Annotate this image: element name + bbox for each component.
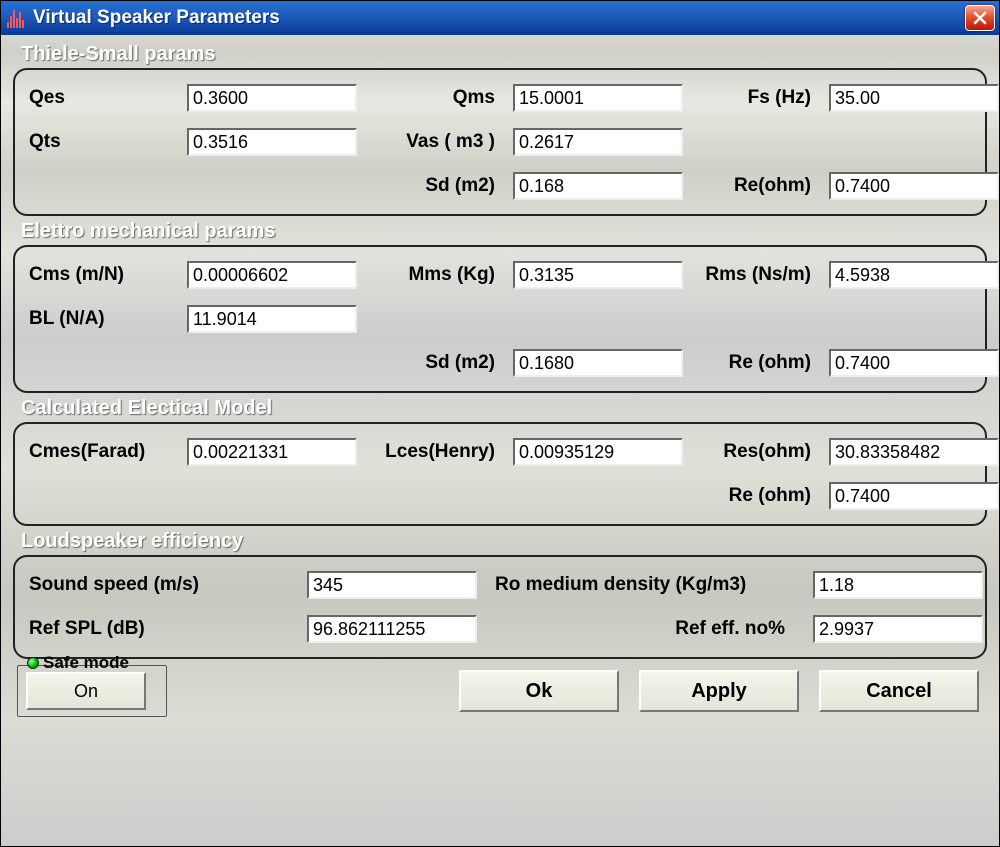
close-button[interactable]: [965, 5, 995, 31]
label-re3: Re (ohm): [691, 485, 821, 507]
input-speed[interactable]: [307, 571, 477, 599]
label-cmes: Cmes(Farad): [29, 441, 179, 463]
label-effn: Ref eff. no%: [495, 618, 795, 640]
input-ro[interactable]: [813, 571, 983, 599]
label-res: Res(ohm): [691, 441, 821, 463]
group-eff: Sound speed (m/s) Ro medium density (Kg/…: [13, 555, 987, 659]
label-sd2: Sd (m2): [365, 352, 505, 374]
input-cmes[interactable]: [187, 438, 357, 466]
dialog-body: Thiele-Small params Qes Qms Fs (Hz) Qts …: [1, 35, 999, 846]
group-thiele: Qes Qms Fs (Hz) Qts Vas ( m3 ) Sd (m2) R…: [13, 68, 987, 216]
close-icon: [973, 11, 987, 25]
section-title-eff: Loudspeaker efficiency: [21, 530, 987, 553]
window: Virtual Speaker Parameters Thiele-Small …: [0, 0, 1000, 847]
input-cms[interactable]: [187, 261, 357, 289]
label-vas: Vas ( m3 ): [365, 131, 505, 153]
label-qes: Qes: [29, 87, 179, 109]
label-ro: Ro medium density (Kg/m3): [495, 574, 795, 596]
safe-mode-button[interactable]: On: [26, 672, 146, 710]
input-mms[interactable]: [513, 261, 683, 289]
apply-button[interactable]: Apply: [639, 670, 799, 712]
label-fs: Fs (Hz): [691, 87, 821, 109]
input-re[interactable]: [829, 172, 999, 200]
app-icon: [7, 8, 27, 28]
input-lces[interactable]: [513, 438, 683, 466]
titlebar: Virtual Speaker Parameters: [1, 1, 999, 35]
input-effn[interactable]: [813, 615, 983, 643]
input-fs[interactable]: [829, 84, 999, 112]
safe-mode-box: Safe mode On: [17, 665, 167, 717]
input-rms[interactable]: [829, 261, 999, 289]
label-cms: Cms (m/N): [29, 264, 179, 286]
ok-button[interactable]: Ok: [459, 670, 619, 712]
group-emech: Cms (m/N) Mms (Kg) Rms (Ns/m) BL (N/A) S…: [13, 245, 987, 393]
led-icon: [27, 657, 39, 669]
label-lces: Lces(Henry): [365, 441, 505, 463]
input-re2[interactable]: [829, 349, 999, 377]
input-re3[interactable]: [829, 482, 999, 510]
section-title-thiele: Thiele-Small params: [21, 43, 987, 66]
input-bl[interactable]: [187, 305, 357, 333]
section-title-emech: Elettro mechanical params: [21, 220, 987, 243]
window-title: Virtual Speaker Parameters: [33, 7, 965, 29]
input-vas[interactable]: [513, 128, 683, 156]
input-qts[interactable]: [187, 128, 357, 156]
input-sd2[interactable]: [513, 349, 683, 377]
input-qes[interactable]: [187, 84, 357, 112]
cancel-button[interactable]: Cancel: [819, 670, 979, 712]
input-sd[interactable]: [513, 172, 683, 200]
section-title-calc: Calculated Electical Model: [21, 397, 987, 420]
label-qms: Qms: [365, 87, 505, 109]
label-re: Re(ohm): [691, 175, 821, 197]
group-calc: Cmes(Farad) Lces(Henry) Res(ohm) Re (ohm…: [13, 422, 987, 526]
input-qms[interactable]: [513, 84, 683, 112]
input-spl[interactable]: [307, 615, 477, 643]
label-re2: Re (ohm): [691, 352, 821, 374]
label-rms: Rms (Ns/m): [691, 264, 821, 286]
input-res[interactable]: [829, 438, 999, 466]
footer: Safe mode On Ok Apply Cancel: [13, 661, 987, 717]
label-speed: Sound speed (m/s): [29, 574, 289, 596]
label-bl: BL (N/A): [29, 308, 179, 330]
label-mms: Mms (Kg): [365, 264, 505, 286]
safe-mode-label: Safe mode: [43, 653, 129, 673]
label-spl: Ref SPL (dB): [29, 618, 289, 640]
safe-mode-legend: Safe mode: [24, 653, 132, 673]
label-qts: Qts: [29, 131, 179, 153]
label-sd: Sd (m2): [365, 175, 505, 197]
